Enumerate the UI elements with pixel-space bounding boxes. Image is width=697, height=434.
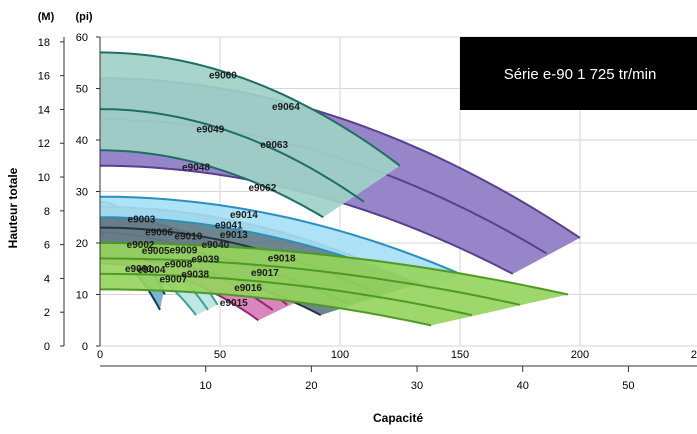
y-m-label-2: 4 [44, 273, 50, 285]
y-ft-label-3: 30 [76, 187, 88, 199]
y-ft-label-0: 0 [82, 341, 88, 353]
curve-label-e9060: e9060 [209, 70, 237, 81]
y-m-label-5: 10 [38, 172, 50, 184]
y-unit-m: (M) [38, 11, 55, 23]
area-group-6 [100, 196, 460, 290]
x-top-label-4: 200 [571, 349, 589, 361]
x-top-label-1: 50 [214, 349, 226, 361]
curve-label-e9062: e9062 [248, 183, 276, 194]
x-top-label-3: 150 [451, 349, 469, 361]
curve-e9017 [99, 257, 521, 306]
curve-label-e9041: e9041 [215, 220, 243, 231]
x-bottom-label-1: 20 [305, 380, 317, 392]
curve-label-e9014: e9014 [230, 210, 258, 221]
y-axis-title: Hauteur totale [6, 167, 20, 248]
series-title: Série e-90 1 725 tr/min [504, 66, 657, 83]
y-m-label-8: 16 [38, 71, 50, 83]
curve-e9016 [100, 272, 473, 317]
curve-e9048 [100, 149, 324, 219]
curve-label-e9009: e9009 [170, 246, 198, 257]
series-title-box [460, 37, 697, 110]
x-bottom-label-2: 30 [411, 380, 423, 392]
curve-label-e9001: e9001 [125, 264, 153, 275]
curve-label-e9063: e9063 [260, 140, 288, 151]
curve-e9018 [100, 242, 569, 296]
curve-label-e9017: e9017 [251, 268, 279, 279]
y-ft-label-6: 60 [76, 32, 88, 44]
curve-label-e9016: e9016 [234, 283, 262, 294]
curve-labels: e9064 e9063 e9062 e9060 e9049 e9048 e9003 e9002… [125, 70, 300, 308]
area-group-7 [100, 243, 568, 326]
axes: 0 2 4 6 8 10 12 14 16 18 0 10 20 30 40 50 60 0 50 100 150 200… [38, 32, 697, 392]
x-bottom-label-3: 40 [517, 380, 529, 392]
curve-label-e9048: e9048 [182, 163, 210, 174]
y-m-label-1: 2 [44, 307, 50, 319]
y-ft-label-5: 50 [76, 84, 88, 96]
y-m-label-6: 12 [38, 138, 50, 150]
y-m-label-9: 18 [38, 37, 50, 49]
curve-label-e9005: e9005 [142, 246, 170, 257]
x-top-label-5: 250 [691, 349, 697, 361]
curve-e9060 [99, 51, 401, 167]
curve-e9015 [100, 288, 432, 327]
x-top-label-0: 0 [97, 349, 103, 361]
x-bottom-label-4: 50 [622, 380, 634, 392]
curve-label-e9003: e9003 [128, 215, 156, 226]
curve-label-e9008: e9008 [164, 260, 192, 271]
curve-label-e9010: e9010 [175, 231, 203, 242]
y-ft-label-1: 10 [76, 290, 88, 302]
curve-areas [99, 51, 581, 327]
y-m-label-0: 0 [44, 341, 50, 353]
curve-label-e9002: e9002 [127, 240, 155, 251]
curve-label-e9007: e9007 [159, 275, 187, 286]
x-top-label-2: 100 [331, 349, 349, 361]
curve-label-e9039: e9039 [191, 255, 219, 266]
curve-e9014 [100, 195, 461, 275]
curve-label-e9049: e9049 [196, 124, 224, 135]
y-m-label-4: 8 [44, 206, 50, 218]
y-ft-label-2: 20 [76, 238, 88, 250]
y-unit-ft: (pi) [75, 11, 92, 23]
curve-label-e9013: e9013 [220, 230, 248, 241]
curve-label-e9040: e9040 [201, 240, 229, 251]
y-m-label-7: 14 [38, 104, 50, 116]
y-m-label-3: 6 [44, 240, 50, 252]
curve-label-e9018: e9018 [268, 253, 296, 264]
curve-label-e9015: e9015 [220, 298, 248, 309]
curve-label-e9038: e9038 [181, 269, 209, 280]
x-bottom-label-0: 10 [200, 380, 212, 392]
curve-label-e9006: e9006 [145, 227, 173, 238]
y-ft-label-4: 40 [76, 135, 88, 147]
curve-label-e9064: e9064 [272, 102, 300, 113]
curve-e9049 [99, 108, 365, 203]
curve-label-e9004: e9004 [138, 265, 166, 276]
x-axis-title: Capacité [373, 411, 423, 425]
